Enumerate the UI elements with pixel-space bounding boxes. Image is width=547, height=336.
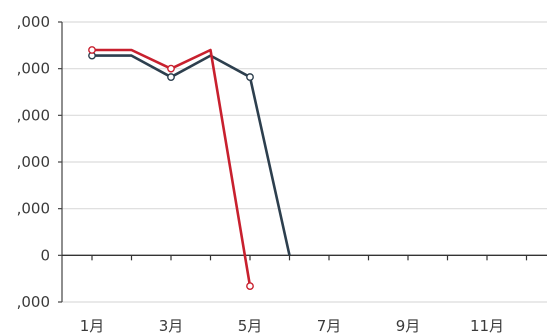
series-1-point (167, 73, 175, 81)
y-tick-label: ,000 (17, 13, 50, 31)
series (88, 46, 291, 291)
x-tick-label: 1月 (80, 317, 105, 335)
x-tick-label: 5月 (238, 317, 263, 335)
y-tick-label: ,000 (17, 200, 50, 218)
series-1-point (246, 73, 254, 81)
y-tick-label: ,000 (17, 60, 50, 78)
axes (58, 21, 547, 303)
series-2-point (167, 64, 175, 73)
series-2-point (246, 282, 254, 291)
series-line-2 (92, 48, 252, 287)
tick-labels: ,000 ,000 ,000 ,000 ,000 0 ,000 1月 3月 5月 7月 9月 11月 (17, 13, 504, 335)
x-tick-label: 11月 (470, 317, 504, 335)
x-tick-label: 3月 (159, 317, 184, 335)
y-tick-label: ,000 (17, 106, 50, 124)
x-tick-label: 7月 (317, 317, 342, 335)
series-2-point (88, 46, 96, 54)
y-tick-label: 0 (40, 246, 50, 264)
series-line-1 (92, 54, 291, 256)
grid (62, 21, 547, 303)
y-tick-label: ,000 (17, 153, 50, 171)
y-tick-label: ,000 (17, 293, 50, 311)
x-tick-label: 9月 (396, 317, 421, 335)
